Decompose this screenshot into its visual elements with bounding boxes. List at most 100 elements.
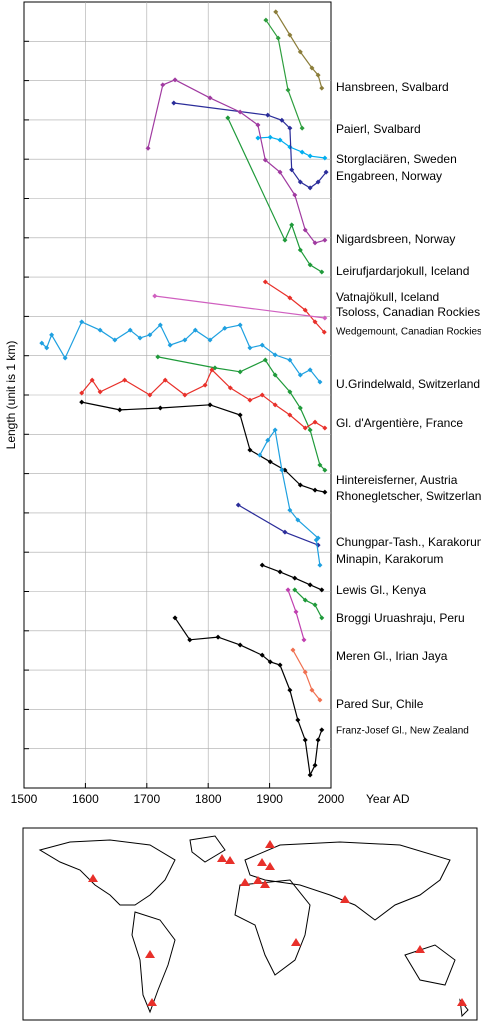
data-point: [309, 65, 315, 71]
data-point: [319, 269, 325, 275]
data-point: [147, 392, 153, 398]
data-point: [237, 109, 243, 115]
series-label: Lewis Gl., Kenya: [336, 583, 426, 597]
data-point: [302, 307, 308, 313]
data-point: [272, 372, 278, 378]
data-point: [235, 502, 241, 508]
data-point: [319, 85, 325, 91]
data-point: [319, 727, 325, 733]
data-point: [172, 615, 178, 621]
data-point: [312, 319, 318, 325]
data-point: [157, 405, 163, 411]
series-label: U.Grindelwald, Switzerland: [336, 377, 480, 391]
series-line: [147, 79, 326, 244]
data-point: [277, 137, 283, 143]
data-point: [255, 135, 261, 141]
data-point: [272, 402, 278, 408]
data-point: [255, 122, 261, 128]
x-tick-label: 1500: [11, 792, 38, 806]
series-line: [157, 356, 326, 471]
data-point: [97, 389, 103, 395]
data-point: [312, 762, 318, 768]
series-label: Chungpar-Tash., Karakorum: [336, 535, 481, 549]
data-point: [295, 517, 301, 523]
series-label: Rhonegletscher, Switzerland: [336, 489, 481, 503]
series-label: Minapin, Karakorum: [336, 552, 443, 566]
world-map: [22, 827, 478, 1021]
data-point: [315, 72, 321, 78]
series-label: Franz-Josef Gl., New Zealand: [336, 726, 469, 737]
data-point: [313, 537, 319, 543]
data-point: [319, 587, 325, 593]
data-point: [49, 332, 55, 338]
data-point: [112, 337, 118, 343]
data-point: [287, 32, 293, 38]
data-point: [215, 634, 221, 640]
data-point: [307, 367, 313, 373]
data-point: [277, 169, 283, 175]
data-point: [317, 379, 323, 385]
data-point: [172, 77, 178, 83]
data-point: [322, 489, 328, 495]
data-point: [312, 240, 318, 246]
data-point: [307, 153, 313, 159]
data-point: [312, 602, 318, 608]
series-line: [41, 321, 321, 383]
data-point: [321, 329, 327, 335]
series-line: [315, 539, 321, 566]
x-tick-label: 1800: [195, 792, 222, 806]
data-point: [309, 687, 315, 693]
data-point: [299, 125, 305, 131]
series-line: [259, 428, 319, 539]
data-point: [277, 569, 283, 575]
data-point: [39, 340, 45, 346]
series-label: Tsoloss, Canadian Rockies: [336, 305, 480, 319]
data-point: [322, 425, 328, 431]
data-point: [263, 17, 269, 23]
series-label: Paierl, Svalbard: [336, 122, 421, 136]
data-point: [209, 367, 215, 373]
data-point: [202, 382, 208, 388]
north-america: [38, 839, 176, 906]
map-frame: [22, 827, 478, 1021]
data-point: [237, 412, 243, 418]
data-point: [317, 462, 323, 468]
series-line: [292, 649, 321, 701]
data-point: [237, 322, 243, 328]
data-point: [315, 179, 321, 185]
data-point: [145, 145, 151, 151]
data-point: [212, 365, 218, 371]
y-axis-label: Length (unit is 1 km): [4, 341, 18, 450]
data-point: [237, 642, 243, 648]
data-point: [247, 397, 253, 403]
data-point: [317, 697, 323, 703]
data-point: [292, 192, 298, 198]
series-line: [81, 368, 326, 429]
data-point: [227, 385, 233, 391]
data-point: [247, 345, 253, 351]
series-label: Pared Sur, Chile: [336, 697, 424, 711]
data-point: [297, 482, 303, 488]
data-point: [259, 652, 265, 658]
data-point: [292, 575, 298, 581]
data-point: [317, 562, 323, 568]
series-line: [261, 564, 323, 591]
data-point: [89, 377, 95, 383]
data-point: [171, 100, 177, 106]
data-point: [323, 169, 329, 175]
data-point: [79, 319, 85, 325]
x-tick-label: 1700: [133, 792, 160, 806]
series-line: [265, 19, 303, 129]
data-point: [62, 355, 68, 361]
data-point: [79, 390, 85, 396]
data-point: [137, 335, 143, 341]
data-point: [297, 247, 303, 253]
series-label: Engabreen, Norway: [336, 169, 442, 183]
data-point: [307, 582, 313, 588]
series-line: [264, 281, 325, 333]
series-line: [227, 117, 323, 273]
data-point: [287, 507, 293, 513]
series-label: Leirufjardarjokull, Iceland: [336, 264, 469, 278]
south-america: [131, 911, 176, 1014]
data-point: [192, 327, 198, 333]
